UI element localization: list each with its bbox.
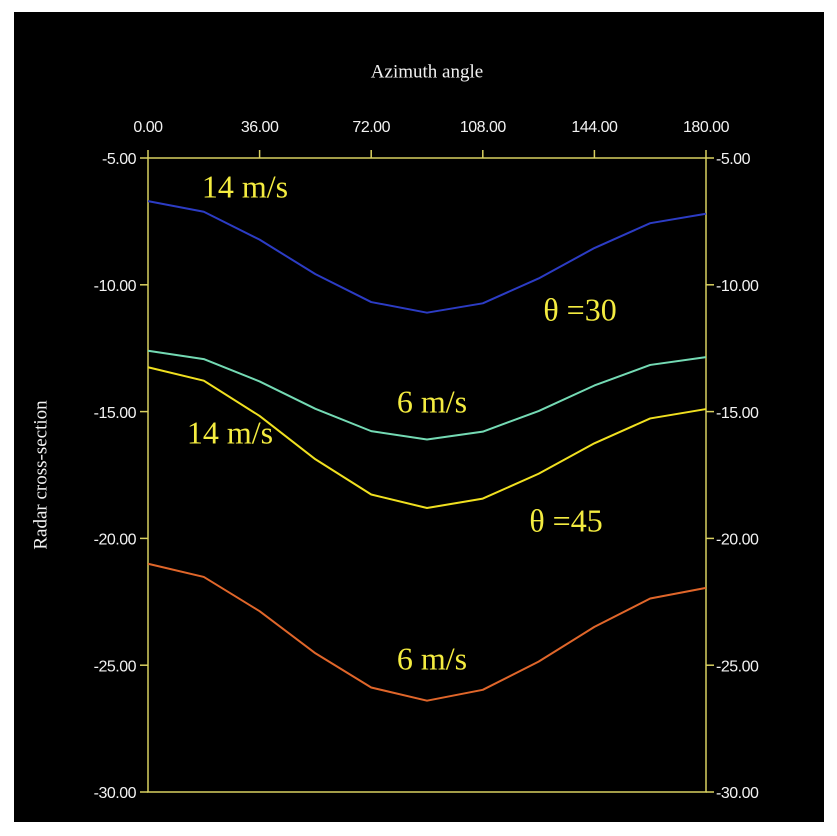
y2-tick-label: -25.00 (716, 658, 759, 675)
series-line (147, 200, 707, 314)
annotation: 6 m/s (397, 640, 467, 676)
series-line (147, 349, 707, 441)
annotation: 14 m/s (202, 168, 288, 204)
panel (14, 12, 824, 822)
x-tick-label: 36.00 (241, 119, 279, 136)
y2-tick-label: -15.00 (716, 405, 759, 422)
y2-tick-label: -5.00 (716, 151, 751, 168)
y-tick-label: -10.00 (94, 278, 137, 295)
annotation: θ =30 (543, 291, 616, 327)
x-tick-label: 144.00 (571, 119, 618, 136)
x-tick-label: 180.00 (683, 119, 730, 136)
y-tick-label: -5.00 (102, 151, 137, 168)
x-axis-title: Azimuth angle (371, 61, 483, 82)
y2-tick-label: -10.00 (716, 278, 759, 295)
y-tick-label: -15.00 (94, 405, 137, 422)
series-line (147, 366, 707, 509)
x-tick-label: 0.00 (133, 119, 163, 136)
annotation: 14 m/s (187, 414, 273, 450)
y-tick-label: -25.00 (94, 658, 137, 675)
x-tick-label: 108.00 (460, 119, 507, 136)
annotation: θ =45 (529, 502, 602, 538)
annotation: 6 m/s (397, 383, 467, 419)
x-tick-label: 72.00 (352, 119, 390, 136)
y-tick-label: -30.00 (94, 785, 137, 802)
y2-tick-label: -30.00 (716, 785, 759, 802)
y-axis-title: Radar cross-section (30, 400, 51, 550)
plot-frame (147, 157, 707, 793)
series-line (147, 562, 707, 702)
y-tick-label: -20.00 (94, 532, 137, 549)
y2-tick-label: -20.00 (716, 532, 759, 549)
